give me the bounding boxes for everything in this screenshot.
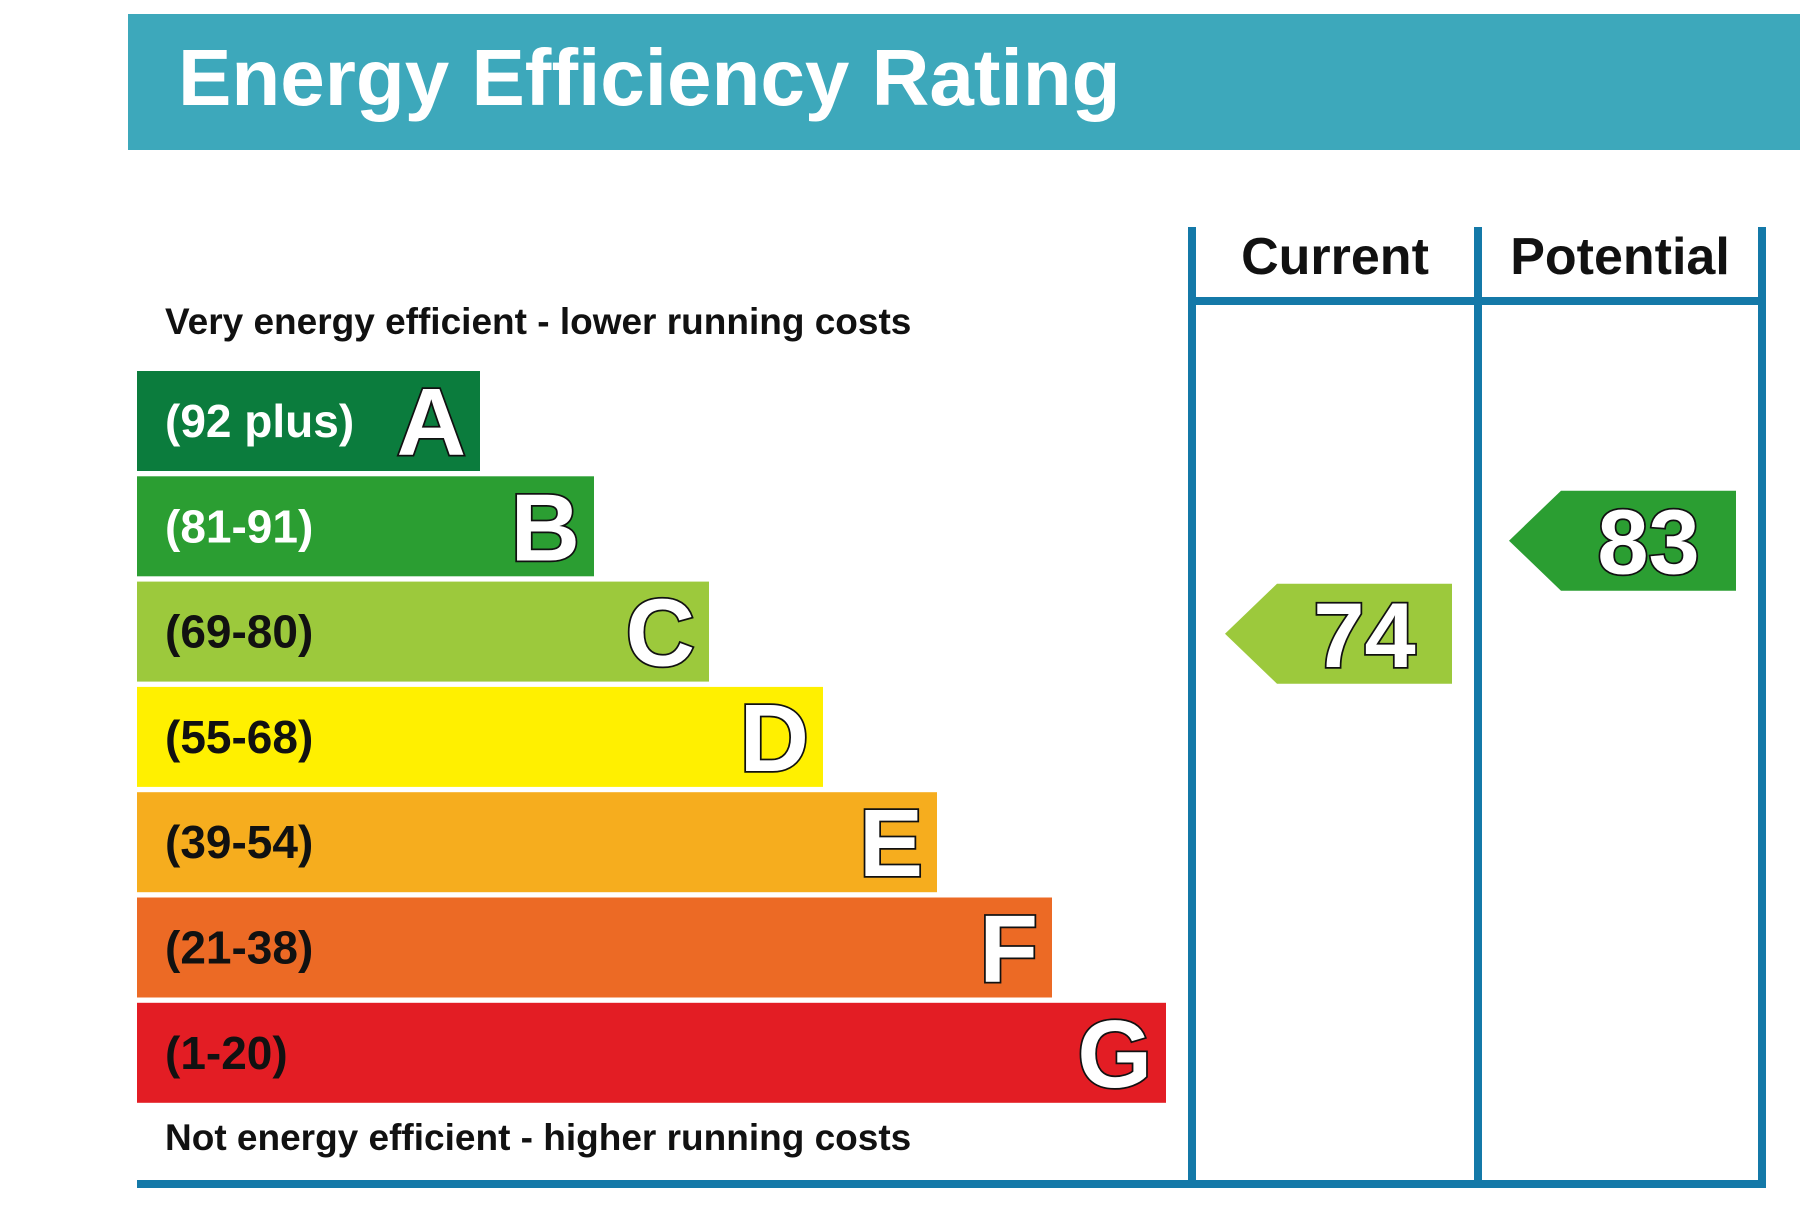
band-range-label: (92 plus)	[165, 395, 354, 447]
column-header-current: Current	[1241, 228, 1429, 286]
rating-arrow-shape	[1225, 583, 1452, 684]
title-bar	[128, 14, 1800, 150]
rating-potential: 83	[1509, 490, 1736, 595]
band-letter: C	[626, 580, 695, 687]
band-bar-c	[137, 581, 709, 682]
chart-title: Energy Efficiency Rating	[178, 33, 1120, 122]
rating-arrow-shape	[1509, 490, 1736, 591]
band-letter: B	[511, 474, 580, 581]
rating-current: 74	[1225, 583, 1452, 689]
band-b: (81-91) B	[137, 473, 594, 583]
top-note: Very energy efficient - lower running co…	[165, 301, 911, 342]
band-bar-f	[137, 897, 1052, 998]
band-range-label: (69-80)	[165, 606, 313, 658]
band-range-label: (81-91)	[165, 500, 313, 552]
band-range-label: (1-20)	[165, 1027, 288, 1079]
band-e: (39-54) E	[137, 788, 937, 899]
band-letter: F	[979, 896, 1038, 1003]
band-a: (92 plus) A	[137, 367, 480, 478]
title-banner: Energy Efficiency Rating	[128, 14, 1800, 150]
band-bar-d	[137, 686, 823, 787]
band-letter: D	[740, 685, 809, 792]
rating-frame: Current Potential	[137, 227, 1766, 1188]
band-range-label: (39-54)	[165, 816, 313, 868]
band-letter: E	[859, 790, 923, 897]
band-range-label: (21-38)	[165, 922, 313, 974]
band-bar-e	[137, 792, 937, 893]
band-bar-g	[137, 1002, 1166, 1103]
band-f: (21-38) F	[137, 894, 1052, 1004]
band-d: (55-68) D	[137, 683, 823, 794]
rating-value: 83	[1597, 492, 1699, 594]
band-bar-b	[137, 476, 594, 577]
rating-arrows: 74 83	[1225, 490, 1736, 689]
rating-value: 74	[1313, 585, 1415, 687]
column-header-potential: Potential	[1510, 228, 1730, 286]
band-range-label: (55-68)	[165, 711, 313, 763]
band-letter: A	[397, 369, 466, 476]
bottom-note: Not energy efficient - higher running co…	[165, 1117, 911, 1158]
band-letter: G	[1077, 1001, 1152, 1108]
band-bar-a	[137, 371, 480, 471]
band-c: (69-80) C	[137, 578, 709, 688]
band-bars: (92 plus) A(81-91) B(69-80) C(55-68) D(39-54…	[137, 367, 1166, 1110]
band-g: (1-20) G	[137, 999, 1166, 1110]
